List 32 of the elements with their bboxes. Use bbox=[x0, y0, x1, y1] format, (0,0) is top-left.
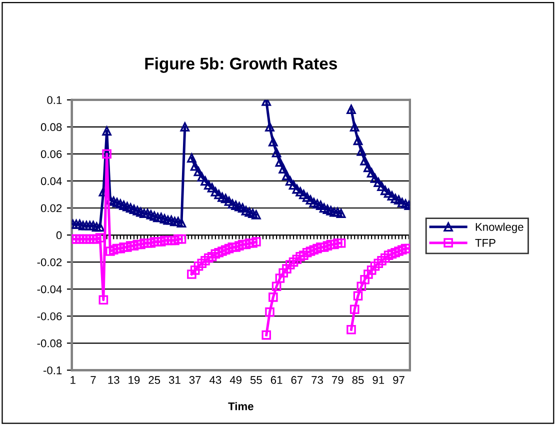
y-tick-label: 0.02 bbox=[40, 204, 62, 212]
x-tick-label: 55 bbox=[250, 376, 262, 384]
x-tick-label: 1 bbox=[70, 376, 76, 384]
x-tick-label: 85 bbox=[352, 376, 364, 384]
x-tick-label: 19 bbox=[128, 376, 140, 384]
legend-label: Knowlege bbox=[476, 222, 524, 234]
y-tick-label: 0.06 bbox=[40, 150, 62, 158]
y-tick-label: 0 bbox=[56, 231, 62, 240]
x-tick-label: 61 bbox=[270, 376, 282, 384]
x-tick-label: 79 bbox=[332, 376, 344, 384]
x-tick-label: 49 bbox=[230, 376, 242, 384]
x-tick-label: 13 bbox=[108, 376, 120, 384]
x-tick-label: 7 bbox=[90, 376, 96, 384]
x-tick-label: 37 bbox=[189, 376, 201, 384]
x-tick-label: 25 bbox=[148, 376, 160, 384]
y-tick-label: -0.08 bbox=[37, 339, 62, 348]
x-tick-label: 97 bbox=[393, 376, 404, 384]
y-tick-label: -0.1 bbox=[43, 366, 62, 374]
y-tick-label: 0.04 bbox=[40, 177, 62, 186]
x-tick-label: 43 bbox=[210, 376, 222, 384]
legend-label: TFP bbox=[475, 239, 496, 247]
x-tick-label: 73 bbox=[312, 376, 323, 384]
chart-title: Figure 5b: Growth Rates bbox=[145, 57, 337, 73]
x-axis-title: Time bbox=[228, 402, 254, 410]
y-tick-label: -0.04 bbox=[37, 285, 62, 294]
y-tick-label: 0.08 bbox=[40, 123, 62, 132]
x-tick-label: 91 bbox=[372, 376, 384, 384]
x-tick-label: 67 bbox=[291, 376, 303, 384]
x-tick-label: 31 bbox=[168, 376, 180, 384]
y-tick-label: 0.1 bbox=[47, 96, 62, 104]
y-tick-label: -0.06 bbox=[37, 312, 62, 320]
y-tick-label: -0.02 bbox=[37, 258, 62, 266]
